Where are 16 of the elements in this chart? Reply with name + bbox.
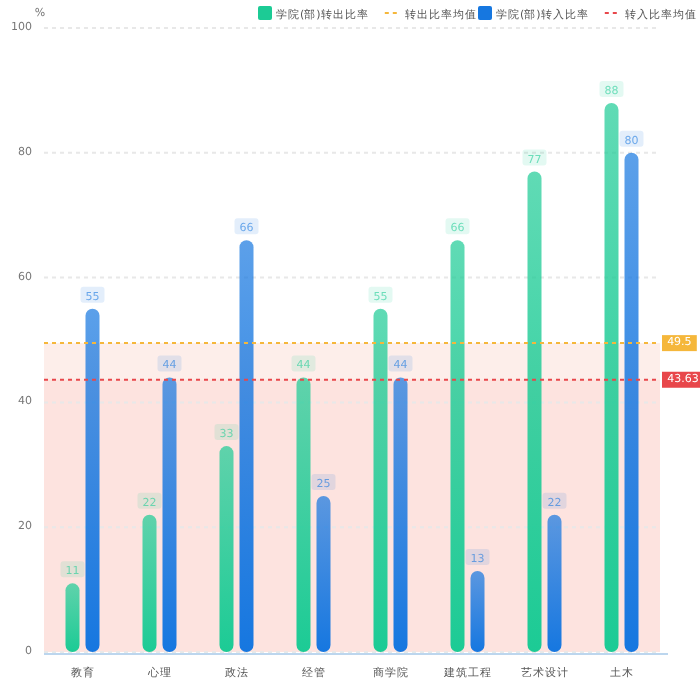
bar [296, 377, 311, 652]
bar [547, 514, 562, 652]
bar [239, 240, 254, 652]
bar [393, 377, 408, 652]
bar [316, 496, 331, 652]
bar [162, 377, 177, 652]
bar [624, 152, 639, 652]
bar [65, 583, 80, 652]
bar [373, 308, 388, 652]
bar [470, 570, 485, 652]
bar [219, 446, 234, 652]
bar [604, 102, 619, 652]
bar [142, 514, 157, 652]
bar [450, 240, 465, 652]
bar [85, 308, 100, 652]
bar [527, 171, 542, 652]
